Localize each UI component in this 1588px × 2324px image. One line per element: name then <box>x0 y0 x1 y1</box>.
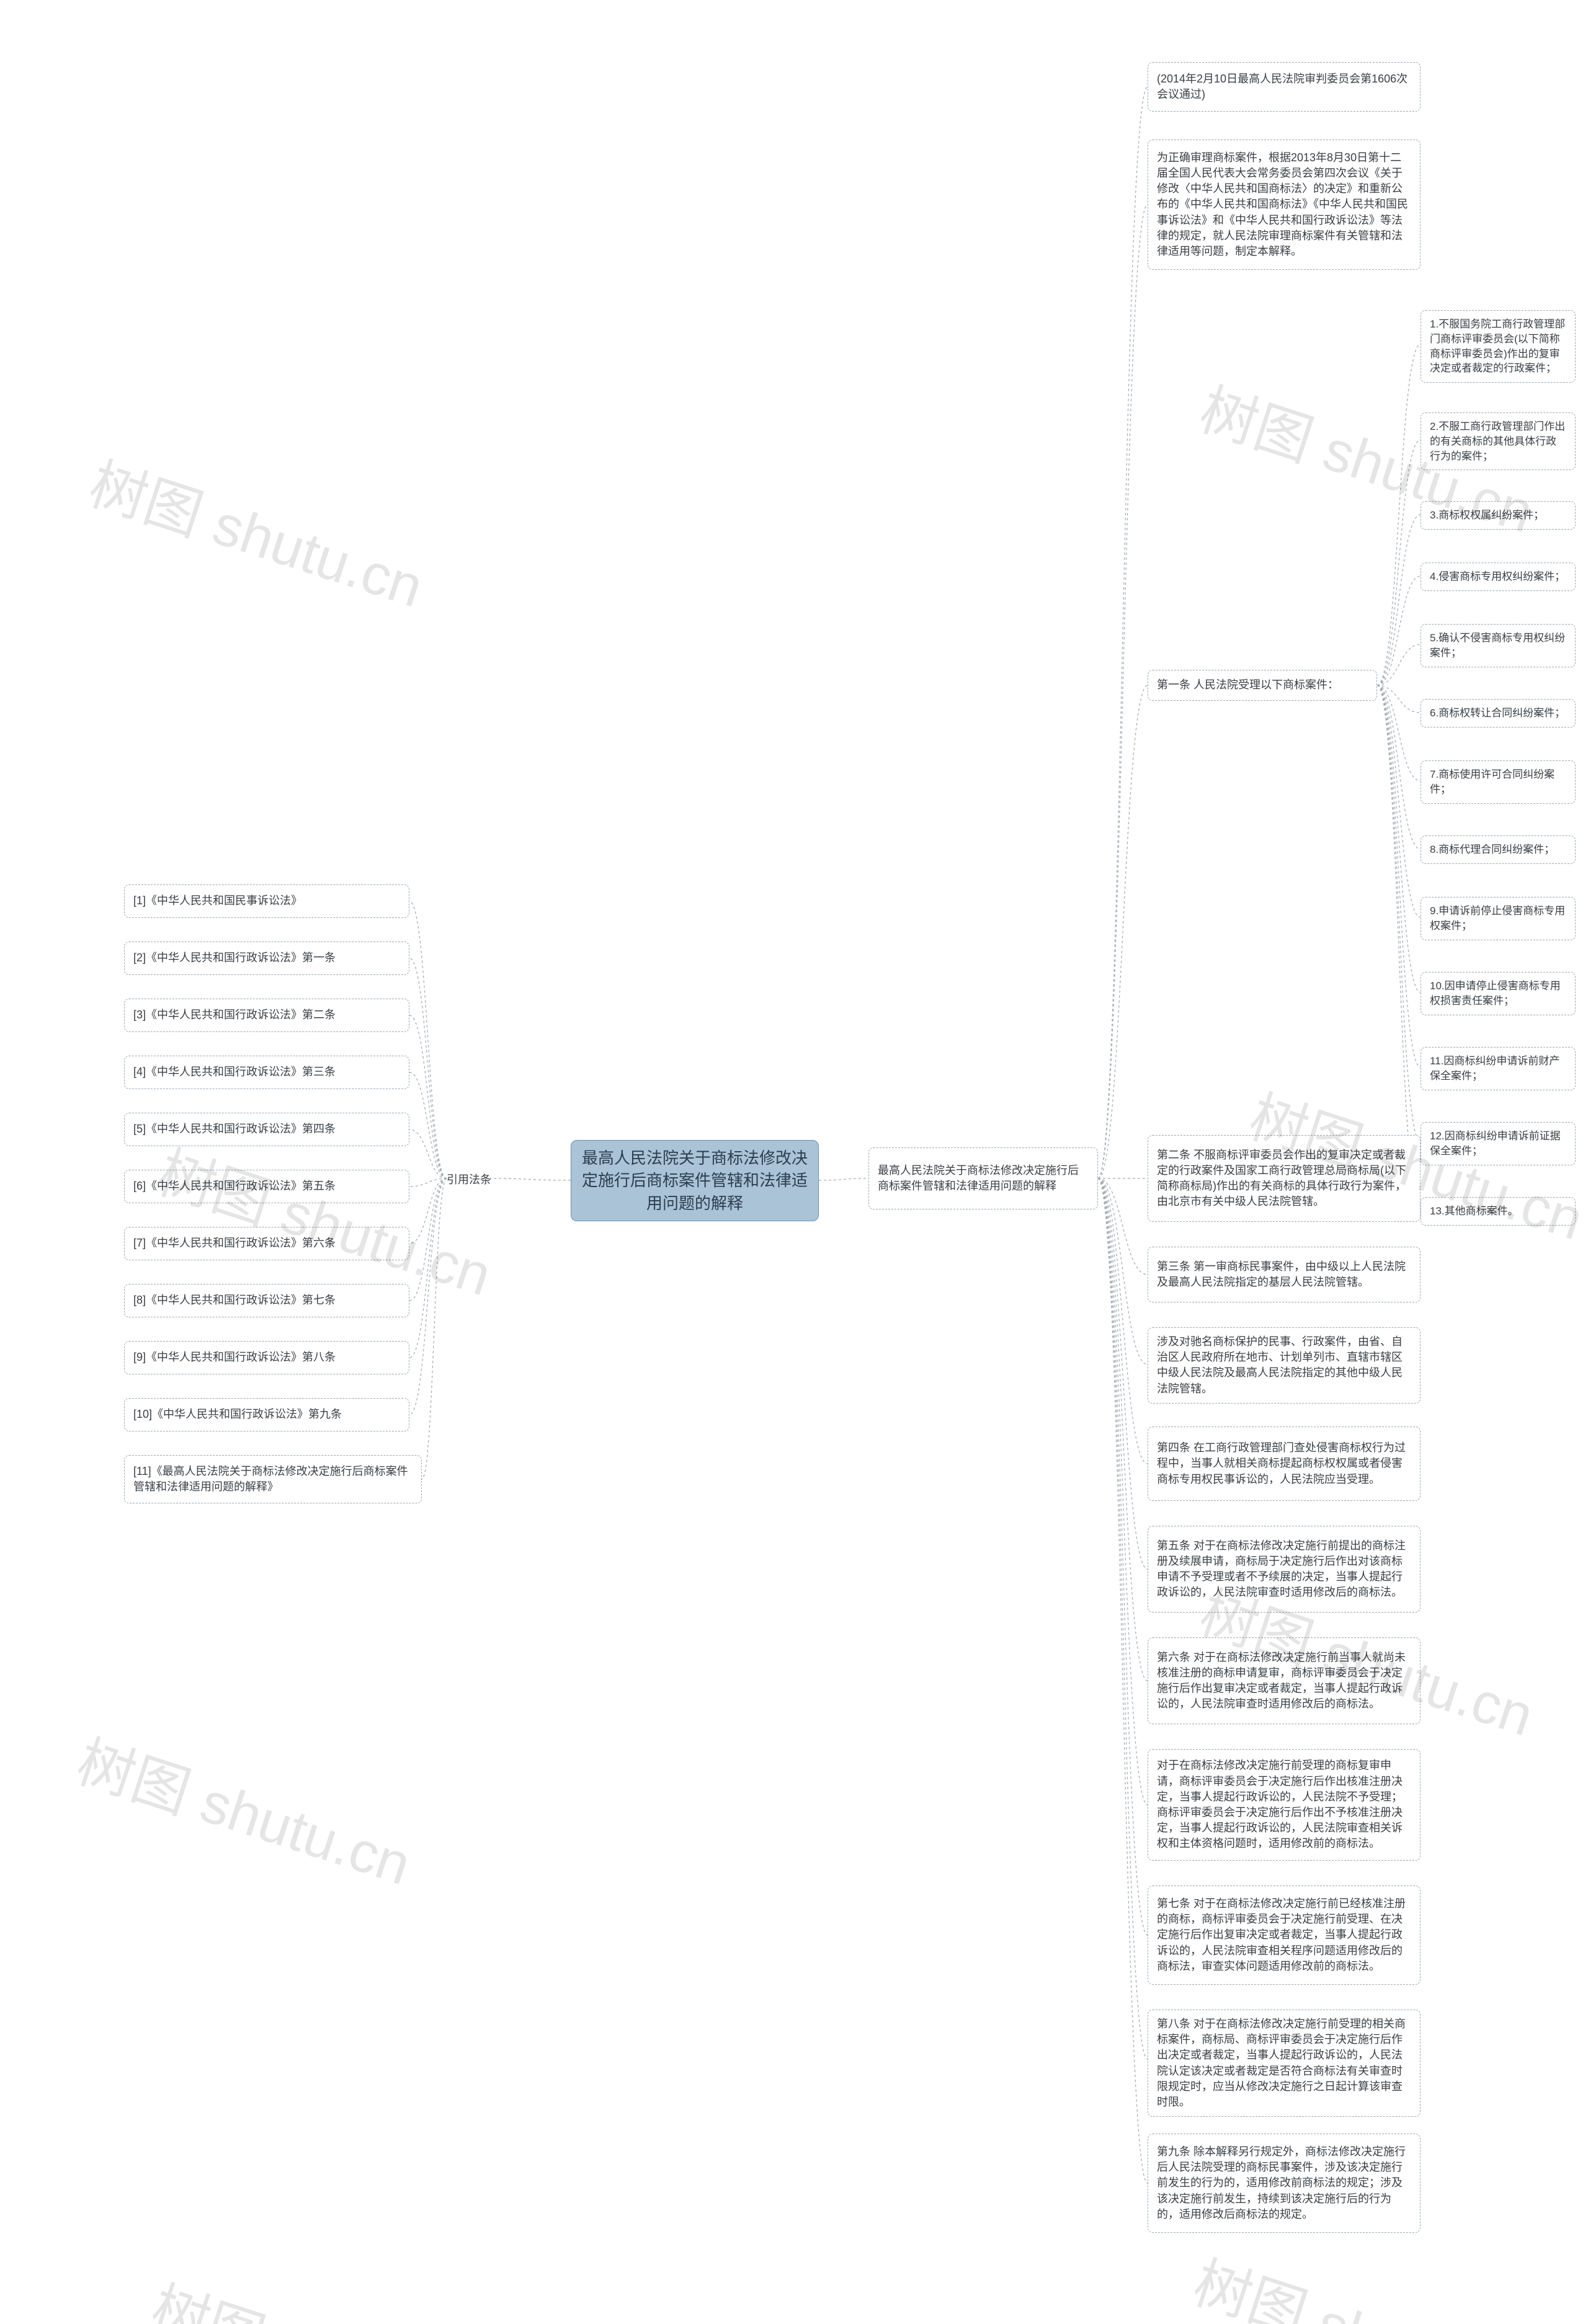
center-text: 最高人民法院关于商标法修改决定施行后商标案件管辖和法律适用问题的解释 <box>580 1147 810 1214</box>
left-group-label-text: 引用法条 <box>447 1173 491 1186</box>
right-leaf: 9.申请诉前停止侵害商标专用权案件； <box>1421 897 1576 940</box>
right-node: 对于在商标法修改决定施行前受理的商标复审申请，商标评审委员会于决定施行后作出核准… <box>1148 1749 1421 1861</box>
right-node: 为正确审理商标案件，根据2013年8月30日第十二届全国人民代表大会常务委员会第… <box>1148 140 1421 270</box>
center-node: 最高人民法院关于商标法修改决定施行后商标案件管辖和法律适用问题的解释 <box>571 1140 819 1221</box>
right-node: (2014年2月10日最高人民法院审判委员会第1606次会议通过) <box>1148 62 1421 112</box>
right-leaf: 4.侵害商标专用权纠纷案件； <box>1421 563 1576 591</box>
left-item: [5]《中华人民共和国行政诉讼法》第四条 <box>124 1113 409 1146</box>
left-item: [6]《中华人民共和国行政诉讼法》第五条 <box>124 1170 409 1203</box>
right-node: 涉及对驰名商标保护的民事、行政案件，由省、自治区人民政府所在地市、计划单列市、直… <box>1148 1327 1421 1404</box>
right-node: 第九条 除本解释另行规定外，商标法修改决定施行后人民法院受理的商标民事案件，涉及… <box>1148 2134 1421 2233</box>
right-node: 第六条 对于在商标法修改决定施行前当事人就尚未核准注册的商标申请复审，商标评审委… <box>1148 1637 1421 1724</box>
right-leaf: 7.商标使用许可合同纠纷案件； <box>1421 760 1576 804</box>
right-leaf: 11.因商标纠纷申请诉前财产保全案件； <box>1421 1047 1576 1090</box>
right-node: 第八条 对于在商标法修改决定施行前受理的相关商标案件，商标局、商标评审委员会于决… <box>1148 2010 1421 2117</box>
left-item: [9]《中华人民共和国行政诉讼法》第八条 <box>124 1341 409 1374</box>
right-leaf: 5.确认不侵害商标专用权纠纷案件； <box>1421 624 1576 667</box>
right-leaf: 1.不服国务院工商行政管理部门商标评审委员会(以下简称商标评审委员会)作出的复审… <box>1421 310 1576 383</box>
left-item: [7]《中华人民共和国行政诉讼法》第六条 <box>124 1227 409 1260</box>
left-group-label: 引用法条 <box>447 1171 491 1187</box>
left-item: [10]《中华人民共和国行政诉讼法》第九条 <box>124 1398 409 1431</box>
right-node: 第三条 第一审商标民事案件，由中级以上人民法院及最高人民法院指定的基层人民法院管… <box>1148 1247 1421 1302</box>
right-leaf: 6.商标权转让合同纠纷案件； <box>1421 699 1576 728</box>
right-leaf: 3.商标权权属纠纷案件； <box>1421 501 1576 530</box>
right-sub1: 最高人民法院关于商标法修改决定施行后商标案件管辖和法律适用问题的解释 <box>868 1147 1098 1209</box>
watermark: 树图 shutu.cn <box>1185 2237 1539 2324</box>
watermark: 树图 shutu.cn <box>143 2262 497 2324</box>
right-sub1-text: 最高人民法院关于商标法修改决定施行后商标案件管辖和法律适用问题的解释 <box>878 1163 1089 1194</box>
left-item: [4]《中华人民共和国行政诉讼法》第三条 <box>124 1056 409 1089</box>
left-item: [8]《中华人民共和国行政诉讼法》第七条 <box>124 1284 409 1317</box>
right-leaf: 10.因申请停止侵害商标专用权损害责任案件； <box>1421 972 1576 1015</box>
right-node: 第二条 不服商标评审委员会作出的复审决定或者裁定的行政案件及国家工商行政管理总局… <box>1148 1135 1421 1222</box>
right-node: 第五条 对于在商标法修改决定施行前提出的商标注册及续展申请，商标局于决定施行后作… <box>1148 1526 1421 1613</box>
left-item: [2]《中华人民共和国行政诉讼法》第一条 <box>124 942 409 975</box>
left-item: [1]《中华人民共和国民事诉讼法》 <box>124 884 409 918</box>
left-item: [11]《最高人民法院关于商标法修改决定施行后商标案件管辖和法律适用问题的解释》 <box>124 1455 422 1503</box>
watermark: 树图 shutu.cn <box>81 439 435 624</box>
left-item: [3]《中华人民共和国行政诉讼法》第二条 <box>124 999 409 1032</box>
right-leaf: 12.因商标纠纷申请诉前证据保全案件； <box>1421 1122 1576 1165</box>
right-leaf: 2.不服工商行政管理部门作出的有关商标的其他具体行政行为的案件； <box>1421 412 1576 470</box>
right-node: 第四条 在工商行政管理部门查处侵害商标权行为过程中，当事人就相关商标提起商标权权… <box>1148 1427 1421 1501</box>
right-leaf: 8.商标代理合同纠纷案件； <box>1421 835 1576 864</box>
right-node: 第七条 对于在商标法修改决定施行前已经核准注册的商标，商标评审委员会于决定施行前… <box>1148 1885 1421 1985</box>
right-leaf: 13.其他商标案件。 <box>1421 1197 1576 1226</box>
watermark: 树图 shutu.cn <box>68 1716 422 1902</box>
right-node: 第一条 人民法院受理以下商标案件： <box>1148 670 1377 701</box>
